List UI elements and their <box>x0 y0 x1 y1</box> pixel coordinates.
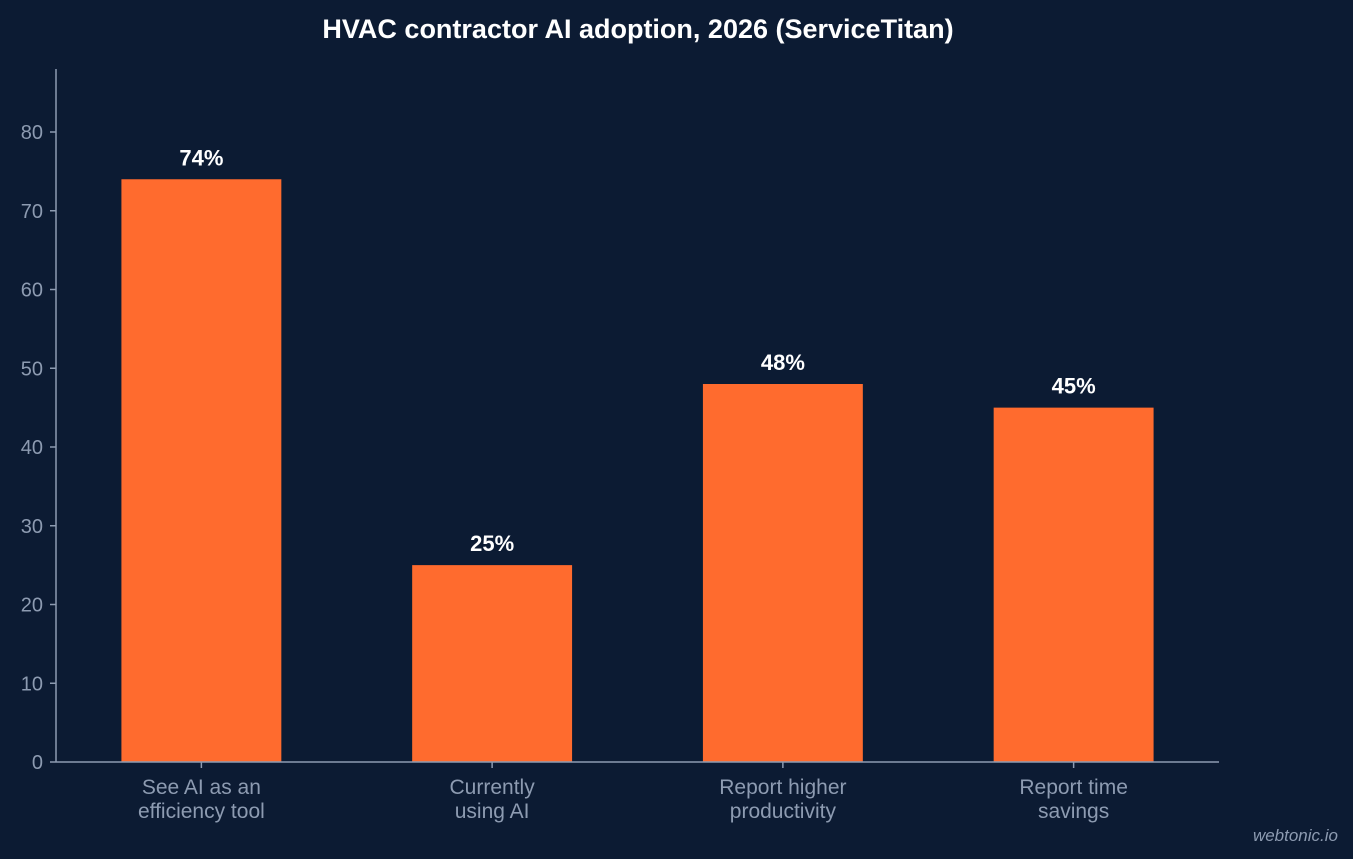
bar <box>121 179 282 762</box>
x-tick-label: using AI <box>455 800 530 823</box>
bar-value-label: 74% <box>179 145 223 170</box>
y-tick-label: 10 <box>21 673 43 695</box>
x-tick-label: efficiency tool <box>138 800 265 823</box>
bar <box>412 565 573 762</box>
y-axis: 0 10 20 30 40 50 60 70 80 <box>21 69 57 774</box>
y-tick-label: 40 <box>21 437 43 459</box>
bar <box>993 407 1154 762</box>
x-tick-label: Report higher <box>719 776 846 799</box>
x-tick-label: See AI as an <box>142 776 261 799</box>
x-tick-label: productivity <box>730 800 837 823</box>
x-tick-label: Currently <box>450 776 536 799</box>
chart-title: HVAC contractor AI adoption, 2026 (Servi… <box>322 14 953 44</box>
y-tick-label: 70 <box>21 201 43 223</box>
y-tick-label: 0 <box>32 752 43 774</box>
x-tick-label: savings <box>1038 800 1109 823</box>
x-tick-label: Report time <box>1019 776 1128 799</box>
bar-value-label: 45% <box>1052 374 1096 399</box>
bar <box>702 384 863 762</box>
y-tick-label: 60 <box>21 280 43 302</box>
y-tick-label: 20 <box>21 595 43 617</box>
watermark: webtonic.io <box>1253 826 1338 845</box>
bars: 74% 25% 48% 45% <box>121 145 1154 762</box>
bar-value-label: 48% <box>761 350 805 375</box>
bar-value-label: 25% <box>470 531 514 556</box>
y-tick-label: 50 <box>21 358 43 380</box>
y-tick-label: 80 <box>21 122 43 144</box>
y-tick-label: 30 <box>21 516 43 538</box>
